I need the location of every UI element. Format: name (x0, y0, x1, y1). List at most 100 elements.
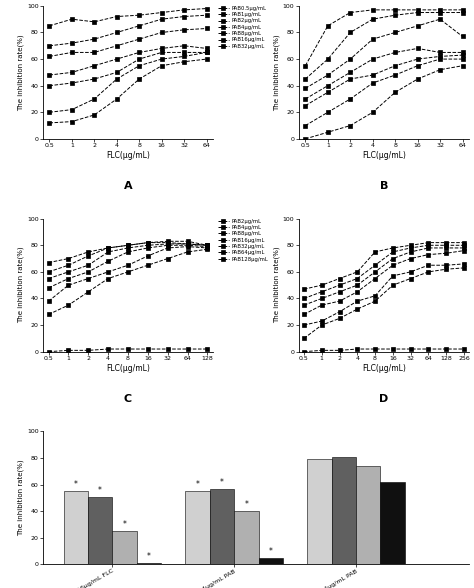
PAB128μg/mL (319, 322, 325, 329)
PAB4μg/mL (181, 42, 187, 49)
PAB8μg/mL (114, 69, 119, 76)
PAB32μg/mL (125, 262, 131, 269)
PAB1μg/mL (325, 55, 331, 62)
PAB1μg/mL (46, 42, 52, 49)
Line: PAB32μg/mL: PAB32μg/mL (304, 64, 464, 141)
PAB0.5μg/mL (325, 22, 331, 29)
PAB8μg/mL (319, 288, 325, 295)
PAB2μg/mL (204, 242, 210, 249)
X-axis label: FLC(μg/mL): FLC(μg/mL) (106, 151, 150, 160)
Text: *: * (98, 486, 102, 495)
Line: PAB8μg/mL: PAB8μg/mL (302, 243, 465, 300)
PAB8μg/mL (355, 275, 360, 282)
PAB32μg/mL (408, 255, 413, 262)
PAB32μg/mL (370, 109, 375, 116)
PAB4μg/mL (46, 268, 52, 275)
PAB4μg/mL (159, 45, 164, 52)
PAB2μg/mL (69, 49, 75, 56)
PAB2μg/mL (159, 29, 164, 36)
PAB2μg/mL (185, 238, 191, 245)
X-axis label: FLC(μg/mL): FLC(μg/mL) (362, 363, 406, 373)
PAB0.5μg/mL (159, 9, 164, 16)
Bar (210, 489, 234, 564)
PAB8μg/mL (337, 282, 342, 289)
Line: PAB0.5μg/mL: PAB0.5μg/mL (48, 7, 208, 28)
PAB32μg/mL (461, 247, 467, 254)
PAB8μg/mL (204, 49, 210, 56)
PAB1μg/mL (204, 12, 210, 19)
Line: PAB2μg/mL: PAB2μg/mL (304, 18, 464, 90)
Line: PAB4μg/mL: PAB4μg/mL (304, 46, 464, 101)
PAB16μg/mL (347, 95, 353, 102)
PAB16μg/mL (185, 242, 191, 249)
PAB4μg/mL (390, 245, 396, 252)
PAB256μg/mL (461, 346, 467, 353)
PAB32μg/mL (301, 311, 307, 318)
PAB2μg/mL (347, 55, 353, 62)
PAB32μg/mL (46, 119, 52, 126)
PAB128μg/mL (105, 346, 111, 353)
PAB2μg/mL (114, 42, 119, 49)
PAB1μg/mL (302, 75, 308, 82)
PAB32μg/mL (337, 298, 342, 305)
PAB16μg/mL (390, 255, 396, 262)
Line: PAB32μg/mL: PAB32μg/mL (48, 58, 208, 125)
PAB256μg/mL (337, 347, 342, 354)
Line: PAB2μg/mL: PAB2μg/mL (48, 26, 208, 58)
Text: *: * (147, 552, 151, 561)
PAB4μg/mL (408, 242, 413, 249)
PAB64μg/mL (85, 288, 91, 295)
PAB4μg/mL (91, 62, 97, 69)
PAB8μg/mL (325, 89, 331, 96)
PAB4μg/mL (372, 248, 378, 255)
PAB0.5μg/mL (415, 6, 420, 14)
PAB64μg/mL (443, 262, 449, 269)
PAB16μg/mL (461, 245, 467, 252)
PAB128μg/mL (185, 346, 191, 353)
Bar (137, 563, 161, 564)
PAB8μg/mL (137, 55, 142, 62)
PAB128μg/mL (165, 346, 171, 353)
PAB32μg/mL (181, 58, 187, 65)
PAB16μg/mL (85, 268, 91, 275)
PAB8μg/mL (69, 79, 75, 86)
PAB128μg/mL (408, 275, 413, 282)
PAB32μg/mL (437, 66, 443, 74)
PAB4μg/mL (85, 252, 91, 259)
PAB16μg/mL (337, 288, 342, 295)
PAB64μg/mL (204, 246, 210, 253)
Line: PAB16μg/mL: PAB16μg/mL (302, 246, 465, 307)
Line: PAB1μg/mL: PAB1μg/mL (48, 14, 208, 48)
PAB1μg/mL (137, 22, 142, 29)
PAB16μg/mL (319, 295, 325, 302)
PAB32μg/mL (114, 95, 119, 102)
Bar (356, 466, 381, 564)
Line: PAB16μg/mL: PAB16μg/mL (304, 58, 464, 128)
PAB8μg/mL (46, 275, 52, 282)
PAB8μg/mL (105, 248, 111, 255)
PAB8μg/mL (408, 245, 413, 252)
PAB64μg/mL (372, 292, 378, 299)
PAB4μg/mL (337, 275, 342, 282)
PAB64μg/mL (185, 248, 191, 255)
Y-axis label: The inhibition rate(%): The inhibition rate(%) (18, 460, 24, 536)
PAB2μg/mL (165, 238, 171, 245)
PAB16μg/mL (114, 75, 119, 82)
PAB8μg/mL (165, 240, 171, 248)
PAB32μg/mL (159, 62, 164, 69)
PAB8μg/mL (85, 262, 91, 269)
PAB32μg/mL (390, 262, 396, 269)
PAB8μg/mL (302, 102, 308, 109)
PAB4μg/mL (145, 239, 151, 246)
Line: PAB4μg/mL: PAB4μg/mL (48, 44, 208, 77)
PAB32μg/mL (145, 252, 151, 259)
PAB0.5μg/mL (181, 6, 187, 14)
PAB128μg/mL (301, 335, 307, 342)
PAB8μg/mL (415, 55, 420, 62)
PAB64μg/mL (165, 255, 171, 262)
PAB64μg/mL (390, 272, 396, 279)
Text: *: * (196, 480, 200, 489)
PAB128μg/mL (65, 347, 71, 354)
PAB4μg/mL (426, 239, 431, 246)
PAB32μg/mL (165, 245, 171, 252)
